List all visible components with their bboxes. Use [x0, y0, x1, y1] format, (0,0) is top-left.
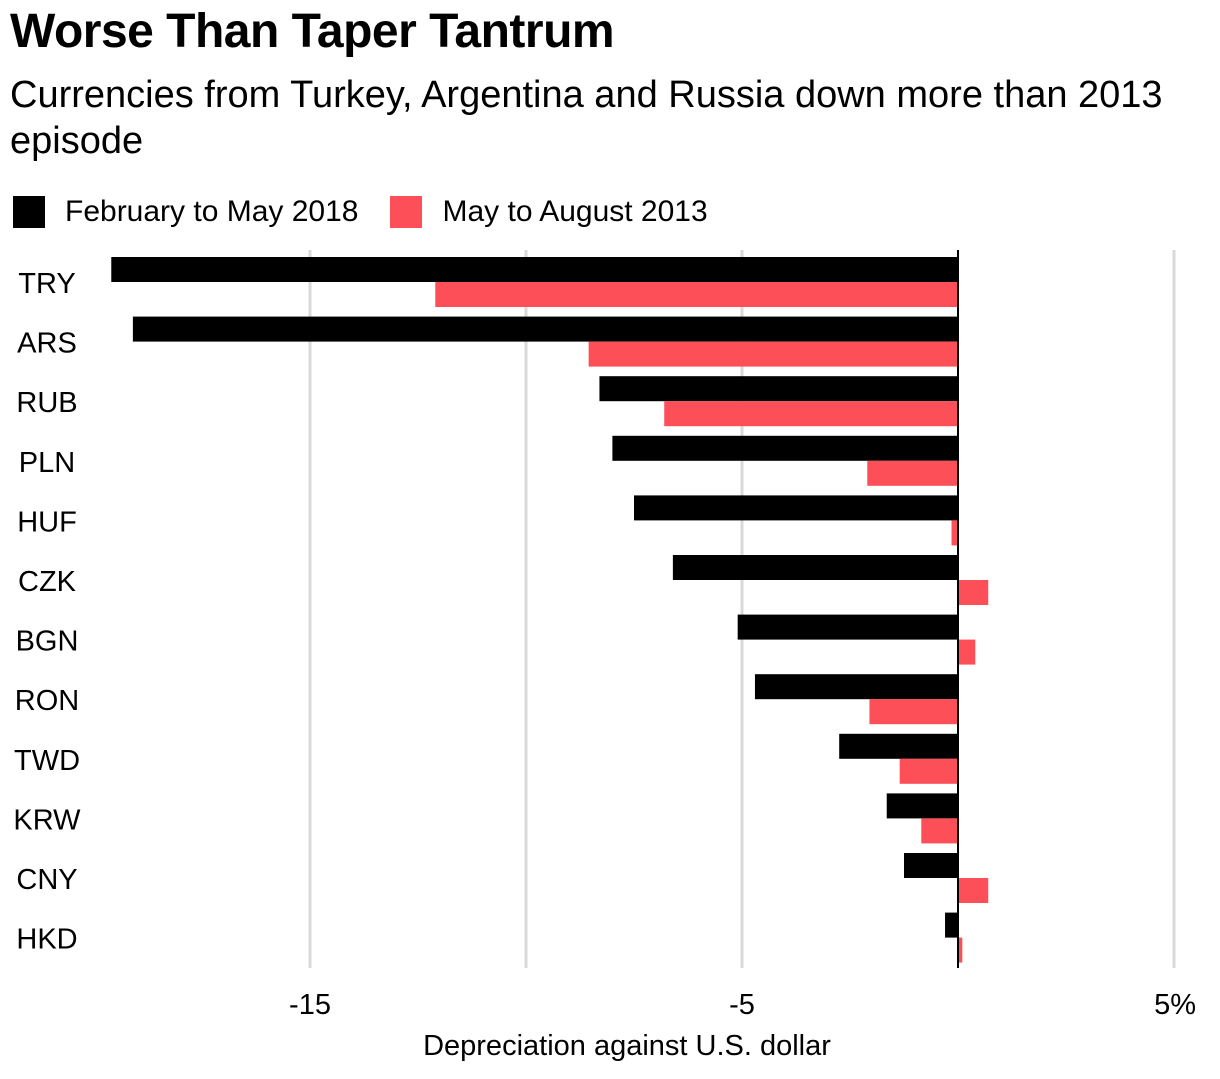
category-label: CZK: [18, 566, 77, 598]
legend: February to May 2018 May to August 2013: [13, 194, 740, 230]
bar-cny-series-1: [904, 853, 958, 878]
bar-ron-series-1: [754, 674, 958, 700]
category-label: BGN: [16, 626, 79, 658]
bar-pln-series-1: [612, 435, 958, 461]
bar-krw-series-1: [886, 793, 958, 819]
legend-label-series-1: February to May 2018: [65, 195, 359, 228]
x-tick-label: -5: [729, 989, 755, 1021]
category-label: CNY: [16, 864, 77, 896]
bar-czk-series-2: [958, 580, 989, 605]
bar-try-series-2: [435, 282, 958, 307]
category-label: RUB: [16, 387, 77, 419]
bar-cny-series-2: [958, 878, 989, 903]
bar-czk-series-1: [672, 555, 958, 580]
bar-try-series-1: [111, 257, 958, 282]
bar-huf-series-2: [951, 520, 958, 546]
x-tick-label: 5%: [1154, 989, 1196, 1021]
x-axis-label: Depreciation against U.S. dollar: [423, 1030, 831, 1062]
bar-ars-series-1: [132, 316, 958, 342]
legend-swatch-series-2: [390, 196, 423, 228]
bar-krw-series-2: [921, 818, 958, 844]
category-label: TRY: [18, 268, 75, 300]
bar-twd-series-2: [899, 758, 958, 784]
category-label: HKD: [16, 924, 77, 956]
bar-pln-series-2: [867, 460, 958, 486]
bar-rub-series-1: [599, 376, 958, 402]
bar-bgn-series-2: [958, 639, 976, 665]
legend-swatch-series-1: [13, 196, 45, 228]
bar-huf-series-1: [634, 495, 958, 521]
chart-subtitle: Currencies from Turkey, Argentina and Ru…: [10, 74, 1163, 162]
bar-twd-series-1: [839, 733, 958, 759]
legend-item-series-1: February to May 2018: [13, 195, 358, 229]
category-label: PLN: [19, 447, 75, 479]
bar-bgn-series-1: [737, 614, 958, 640]
bar-ars-series-2: [588, 341, 958, 367]
bar-hkd-series-2: [958, 937, 963, 963]
bar-ron-series-2: [869, 699, 958, 725]
bar-hkd-series-1: [945, 912, 958, 938]
category-label: TWD: [14, 745, 80, 777]
category-label: KRW: [13, 804, 81, 836]
bar-rub-series-2: [664, 401, 958, 427]
category-label: RON: [15, 685, 79, 717]
category-label: ARS: [17, 328, 77, 360]
x-tick-label: -15: [289, 989, 331, 1021]
legend-label-series-2: May to August 2013: [442, 195, 708, 228]
category-label: HUF: [17, 506, 77, 538]
legend-item-series-2: May to August 2013: [390, 195, 708, 229]
chart-title: Worse Than Taper Tantrum: [10, 5, 615, 58]
